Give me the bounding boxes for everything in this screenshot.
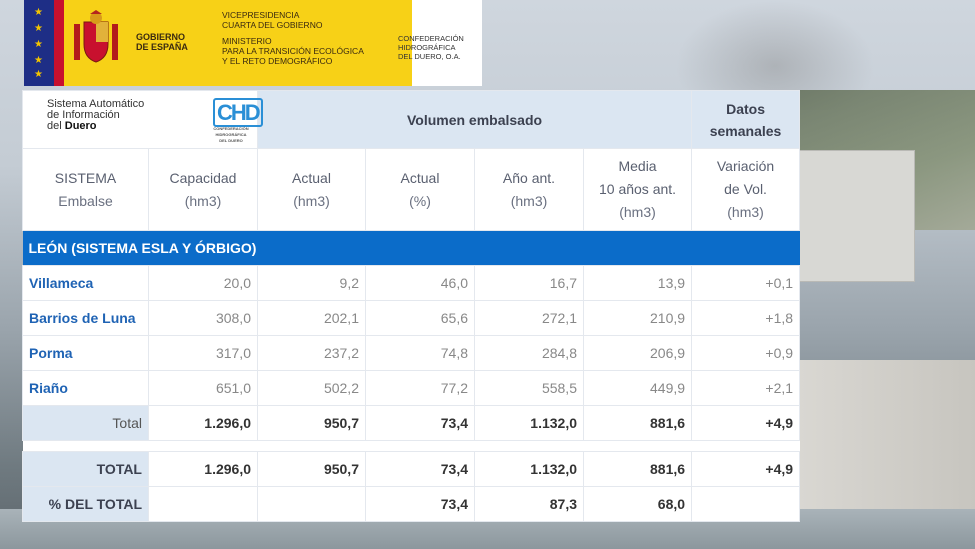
cell-variacion: +2,1 bbox=[691, 370, 801, 406]
star-icon: ★ bbox=[34, 69, 43, 80]
gobierno-label: GOBIERNO DE ESPAÑA bbox=[136, 32, 188, 52]
grand-total-capacidad: 1.296,0 bbox=[148, 451, 258, 487]
grand-total-label: TOTAL bbox=[22, 451, 149, 487]
pct-total-actual-hm3 bbox=[257, 486, 366, 522]
cell-capacidad: 20,0 bbox=[148, 265, 258, 301]
subtotal-ano-ant: 1.132,0 bbox=[474, 405, 584, 441]
grand-total-variacion: +4,9 bbox=[691, 451, 801, 487]
eu-flag-strip: ★ ★ ★ ★ ★ bbox=[24, 0, 54, 86]
table-spacer bbox=[22, 440, 800, 452]
system-title: Sistema Automático de Información del Du… bbox=[47, 98, 145, 132]
coat-of-arms-icon bbox=[74, 10, 118, 63]
cell-media: 206,9 bbox=[582, 335, 693, 371]
subtotal-row: Total 1.296,0 950,7 73,4 1.132,0 881,6 +… bbox=[22, 405, 801, 441]
grand-total-actual-pct: 73,4 bbox=[365, 451, 475, 487]
cell-media: 13,9 bbox=[582, 265, 693, 301]
background-building bbox=[793, 150, 915, 282]
region-row: LEÓN (SISTEMA ESLA Y ÓRBIGO) bbox=[22, 230, 800, 266]
subtotal-capacidad: 1.296,0 bbox=[148, 405, 258, 441]
table-row[interactable]: Porma 317,0 237,2 74,8 284,8 206,9 +0,9 bbox=[22, 335, 801, 371]
table-header-top: Sistema Automático de Información del Du… bbox=[22, 90, 801, 149]
background-dam-wall bbox=[800, 360, 975, 510]
pct-total-variacion bbox=[691, 486, 801, 522]
cell-actual-hm3: 9,2 bbox=[257, 265, 366, 301]
system-logo-cell: Sistema Automático de Información del Du… bbox=[22, 90, 263, 149]
region-label: LEÓN (SISTEMA ESLA Y ÓRBIGO) bbox=[22, 230, 800, 266]
star-icon: ★ bbox=[34, 39, 43, 50]
table-row[interactable]: Villameca 20,0 9,2 46,0 16,7 13,9 +0,1 bbox=[22, 265, 801, 301]
cell-actual-pct: 65,6 bbox=[365, 300, 475, 336]
confederacion-label: CONFEDERACIÓN HIDROGRÁFICA DEL DUERO, O.… bbox=[398, 34, 464, 61]
col-header-ano-ant: Año ant. (hm3) bbox=[474, 148, 584, 231]
reservoir-name[interactable]: Barrios de Luna bbox=[22, 300, 149, 336]
reservoir-table-container: Sistema Automático de Información del Du… bbox=[22, 90, 801, 522]
col-header-variacion: Variación de Vol. (hm3) bbox=[691, 148, 801, 231]
pct-total-ano-ant: 87,3 bbox=[474, 486, 584, 522]
cell-variacion: +1,8 bbox=[691, 300, 801, 336]
cell-ano-ant: 558,5 bbox=[474, 370, 584, 406]
pct-total-media: 68,0 bbox=[582, 486, 693, 522]
subtotal-media: 881,6 bbox=[582, 405, 693, 441]
cell-actual-pct: 77,2 bbox=[365, 370, 475, 406]
government-banner: ★ ★ ★ ★ ★ GOBIERNO DE ESPAÑA VICEPRESIDE… bbox=[24, 0, 482, 86]
star-icon: ★ bbox=[34, 7, 43, 18]
cell-ano-ant: 272,1 bbox=[474, 300, 584, 336]
cell-actual-hm3: 237,2 bbox=[257, 335, 366, 371]
col-header-capacidad: Capacidad (hm3) bbox=[148, 148, 258, 231]
ministry-label: VICEPRESIDENCIA CUARTA DEL GOBIERNO MINI… bbox=[222, 10, 364, 66]
cell-actual-hm3: 202,1 bbox=[257, 300, 366, 336]
star-icon: ★ bbox=[34, 23, 43, 34]
reservoir-table: Sistema Automático de Información del Du… bbox=[22, 90, 801, 522]
subtotal-variacion: +4,9 bbox=[691, 405, 801, 441]
volumen-header: Volumen embalsado bbox=[256, 90, 693, 149]
column-headers: SISTEMA Embalse Capacidad (hm3) Actual (hm3… bbox=[22, 148, 801, 231]
cell-capacidad: 651,0 bbox=[148, 370, 258, 406]
cell-variacion: +0,1 bbox=[691, 265, 801, 301]
pct-total-label: % DEL TOTAL bbox=[22, 486, 149, 522]
grand-total-media: 881,6 bbox=[582, 451, 693, 487]
subtotal-actual-pct: 73,4 bbox=[365, 405, 475, 441]
col-header-actual-hm3: Actual (hm3) bbox=[257, 148, 366, 231]
table-row[interactable]: Barrios de Luna 308,0 202,1 65,6 272,1 2… bbox=[22, 300, 801, 336]
cell-actual-pct: 74,8 bbox=[365, 335, 475, 371]
pct-total-capacidad bbox=[148, 486, 258, 522]
grand-total-actual-hm3: 950,7 bbox=[257, 451, 366, 487]
reservoir-name[interactable]: Porma bbox=[22, 335, 149, 371]
chd-logo: CHD CONFEDERACIÓN HIDROGRÁFICA DEL DUERO bbox=[213, 98, 263, 143]
cell-media: 449,9 bbox=[582, 370, 693, 406]
col-header-sistema: SISTEMA Embalse bbox=[22, 148, 149, 231]
weekly-data-header: Datos semanales bbox=[691, 90, 801, 149]
table-row[interactable]: Riaño 651,0 502,2 77,2 558,5 449,9 +2,1 bbox=[22, 370, 801, 406]
subtotal-actual-hm3: 950,7 bbox=[257, 405, 366, 441]
reservoir-name[interactable]: Riaño bbox=[22, 370, 149, 406]
grand-total-ano-ant: 1.132,0 bbox=[474, 451, 584, 487]
col-header-actual-pct: Actual (%) bbox=[365, 148, 475, 231]
cell-actual-hm3: 502,2 bbox=[257, 370, 366, 406]
subtotal-label: Total bbox=[22, 405, 149, 441]
ministry-yellow-block bbox=[64, 0, 412, 86]
col-header-media: Media 10 años ant. (hm3) bbox=[582, 148, 693, 231]
cell-capacidad: 317,0 bbox=[148, 335, 258, 371]
reservoir-name[interactable]: Villameca bbox=[22, 265, 149, 301]
grand-total-row: TOTAL 1.296,0 950,7 73,4 1.132,0 881,6 +… bbox=[22, 451, 801, 487]
pct-total-actual-pct: 73,4 bbox=[365, 486, 475, 522]
pct-total-row: % DEL TOTAL 73,4 87,3 68,0 bbox=[22, 486, 801, 522]
cell-ano-ant: 284,8 bbox=[474, 335, 584, 371]
cell-capacidad: 308,0 bbox=[148, 300, 258, 336]
cell-variacion: +0,9 bbox=[691, 335, 801, 371]
cell-ano-ant: 16,7 bbox=[474, 265, 584, 301]
cell-actual-pct: 46,0 bbox=[365, 265, 475, 301]
flag-red-bar bbox=[54, 0, 64, 86]
star-icon: ★ bbox=[34, 55, 43, 66]
cell-media: 210,9 bbox=[582, 300, 693, 336]
